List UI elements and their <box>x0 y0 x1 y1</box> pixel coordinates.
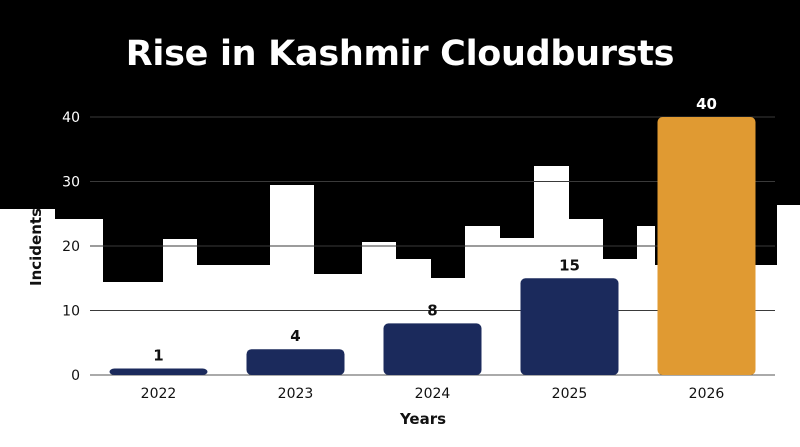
data-label: 1 <box>153 347 163 365</box>
x-axis-title: Years <box>399 410 446 428</box>
y-tick-label: 20 <box>62 239 80 255</box>
x-tick-label: 2026 <box>689 386 725 402</box>
bar <box>383 323 482 375</box>
labels: 0 10 20 30 40 1 2022 4 2023 8 2024 15 2025 40 2026 Year… <box>27 95 724 428</box>
y-tick-label: 0 <box>71 368 80 384</box>
y-tick-label: 40 <box>62 110 80 126</box>
bars <box>109 117 756 375</box>
bar <box>657 117 756 375</box>
bar <box>246 349 345 375</box>
y-tick-label: 30 <box>62 175 80 191</box>
y-tick-label: 10 <box>62 304 80 320</box>
data-label: 4 <box>290 327 300 345</box>
y-axis-title: Incidents <box>27 208 45 286</box>
x-tick-label: 2025 <box>552 386 588 402</box>
x-tick-label: 2023 <box>278 386 314 402</box>
data-label: 8 <box>427 301 437 319</box>
data-label: 15 <box>559 256 580 274</box>
data-label: 40 <box>696 95 717 113</box>
bar <box>109 368 208 375</box>
bar <box>520 278 619 375</box>
x-tick-label: 2024 <box>415 386 451 402</box>
skyline-silhouette <box>0 166 800 447</box>
x-tick-label: 2022 <box>141 386 177 402</box>
chart-title: Rise in Kashmir Cloudbursts <box>125 34 675 74</box>
